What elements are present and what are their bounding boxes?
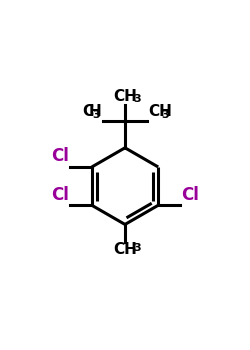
Text: H: H [89, 104, 102, 119]
Text: Cl: Cl [51, 147, 68, 166]
Text: CH: CH [148, 104, 172, 119]
Text: 3: 3 [133, 94, 140, 104]
Text: CH: CH [113, 243, 137, 258]
Text: 3: 3 [93, 110, 100, 120]
Text: Cl: Cl [182, 186, 199, 204]
Text: 3: 3 [161, 110, 169, 120]
Text: Cl: Cl [51, 186, 68, 204]
Text: 3: 3 [133, 243, 140, 253]
Text: C: C [82, 104, 94, 119]
Text: CH: CH [113, 89, 137, 104]
